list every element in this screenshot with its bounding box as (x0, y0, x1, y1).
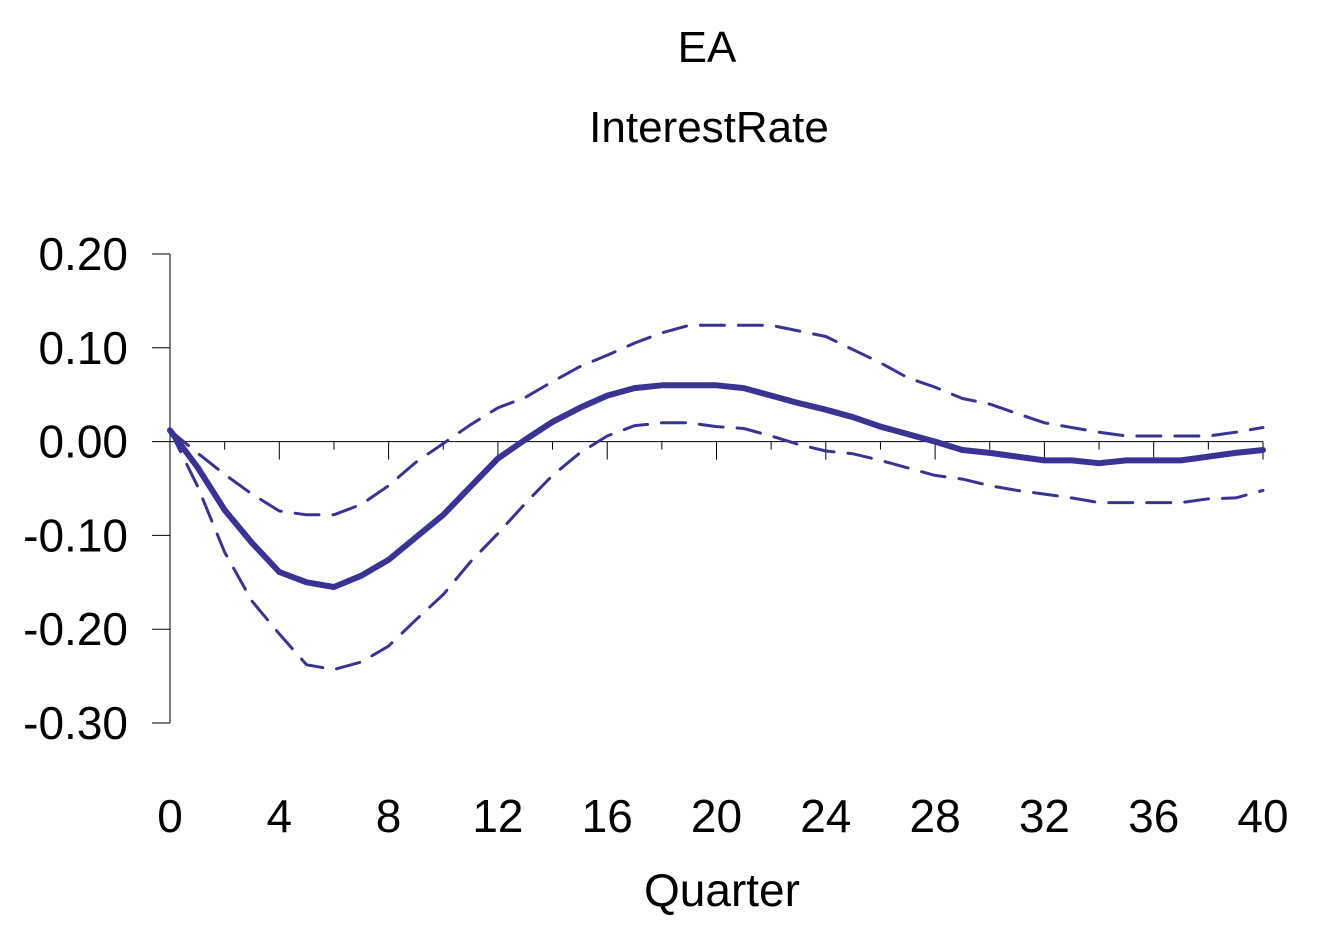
x-tick-label: 36 (1128, 790, 1179, 842)
chart-title: EA (678, 23, 737, 72)
chart-subtitle: InterestRate (589, 103, 829, 152)
x-tick-label: 32 (1019, 790, 1070, 842)
y-tick-label: -0.30 (23, 697, 128, 749)
y-tick-label: 0.10 (38, 322, 128, 374)
x-tick-label: 24 (800, 790, 851, 842)
x-tick-label: 16 (582, 790, 633, 842)
x-tick-label: 0 (157, 790, 183, 842)
y-tick-label: 0.00 (38, 416, 128, 468)
x-tick-label: 20 (691, 790, 742, 842)
x-tick-label: 40 (1237, 790, 1288, 842)
x-tick-label: 4 (267, 790, 293, 842)
axes: 0.20 0.10 0.00 -0.10 -0.20 -0.30 0 4 8 12 16 20 24 28… (23, 228, 1288, 842)
series-lines (167, 323, 1266, 671)
confidence-band-line-1 (168, 323, 1265, 517)
y-tick-label: 0.20 (38, 228, 128, 280)
x-tick-label: 8 (376, 790, 402, 842)
x-axis-label: Quarter (644, 864, 800, 916)
x-tick-label: 12 (472, 790, 523, 842)
x-tick-label: 28 (910, 790, 961, 842)
confidence-band-line-2 (168, 421, 1265, 671)
y-tick-label: -0.20 (23, 603, 128, 655)
y-tick-label: -0.10 (23, 509, 128, 561)
impulse-response-line (167, 382, 1266, 590)
